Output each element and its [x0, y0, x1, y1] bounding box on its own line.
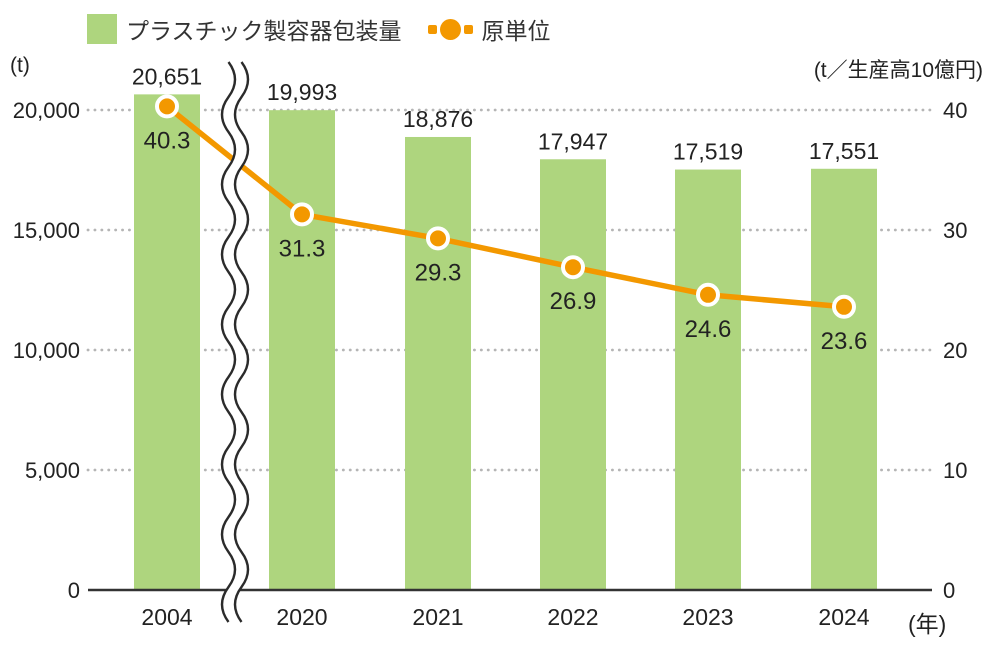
right-axis-tick: 20 — [943, 338, 967, 363]
bar-legend-swatch-icon — [87, 14, 117, 44]
bar-value-label: 17,947 — [538, 128, 608, 154]
right-axis-tick: 10 — [943, 458, 967, 483]
left-axis-tick: 0 — [68, 578, 80, 603]
x-axis-label-2022: 2022 — [547, 604, 598, 630]
right-axis-tick: 30 — [943, 218, 967, 243]
line-dash-icon — [427, 24, 437, 34]
x-axis-label-2020: 2020 — [276, 604, 327, 630]
left-axis-tick: 10,000 — [13, 338, 80, 363]
data-point-2022 — [561, 255, 585, 280]
bar-2021 — [405, 136, 471, 590]
left-axis-unit: (t) — [10, 54, 30, 77]
legend-item-bar: プラスチック製容器包装量 — [87, 12, 402, 46]
line-value-label: 23.6 — [821, 328, 868, 355]
unit-intensity-line — [164, 103, 847, 310]
left-axis-tick: 15,000 — [13, 218, 80, 243]
line-value-label: 31.3 — [279, 235, 326, 262]
bar-value-label: 19,993 — [267, 79, 337, 105]
line-legend-label: 原単位 — [481, 18, 551, 44]
legend-item-line: 原単位 — [427, 12, 551, 46]
line-value-label: 40.3 — [144, 127, 191, 154]
line-value-label: 26.9 — [550, 288, 597, 315]
bar-value-label: 17,551 — [809, 138, 879, 164]
bar-value-label: 18,876 — [403, 106, 473, 132]
left-axis-tick: 20,000 — [13, 98, 80, 123]
line-dot-icon — [439, 18, 461, 40]
axis-break-wave-icon — [220, 61, 237, 623]
bar-2024 — [811, 168, 877, 590]
line-dash-icon — [463, 24, 473, 34]
data-point-2024 — [832, 294, 856, 319]
x-axis-label-2023: 2023 — [682, 604, 733, 630]
data-point-2004 — [155, 94, 179, 119]
data-point-2023 — [696, 282, 720, 307]
x-axis-unit: (年) — [908, 611, 947, 637]
data-point-2021 — [426, 226, 450, 251]
right-axis-unit: (t／生産高10億円) — [813, 59, 983, 82]
legend: プラスチック製容器包装量 原単位 — [87, 12, 551, 46]
right-axis-tick: 0 — [943, 578, 955, 603]
bar-legend-label: プラスチック製容器包装量 — [126, 18, 402, 44]
bar-2022 — [540, 159, 606, 590]
line-value-label: 24.6 — [685, 316, 732, 343]
bar-2023 — [675, 169, 741, 590]
bar-value-label: 20,651 — [132, 63, 202, 89]
left-axis-tick: 5,000 — [25, 458, 80, 483]
bar-2004 — [134, 94, 200, 590]
axis-break-mask — [222, 58, 248, 626]
x-axis-label-2024: 2024 — [818, 604, 869, 630]
right-axis-tick: 40 — [943, 98, 967, 123]
line-legend-marker-icon — [427, 18, 473, 40]
x-axis-label-2004: 2004 — [141, 604, 192, 630]
axis-break-wave-icon — [233, 61, 250, 623]
line-value-label: 29.3 — [415, 259, 462, 286]
bar-value-label: 17,519 — [673, 139, 743, 165]
x-axis-label-2021: 2021 — [412, 604, 463, 630]
bar-2020 — [269, 110, 335, 590]
data-point-2020 — [290, 202, 314, 227]
